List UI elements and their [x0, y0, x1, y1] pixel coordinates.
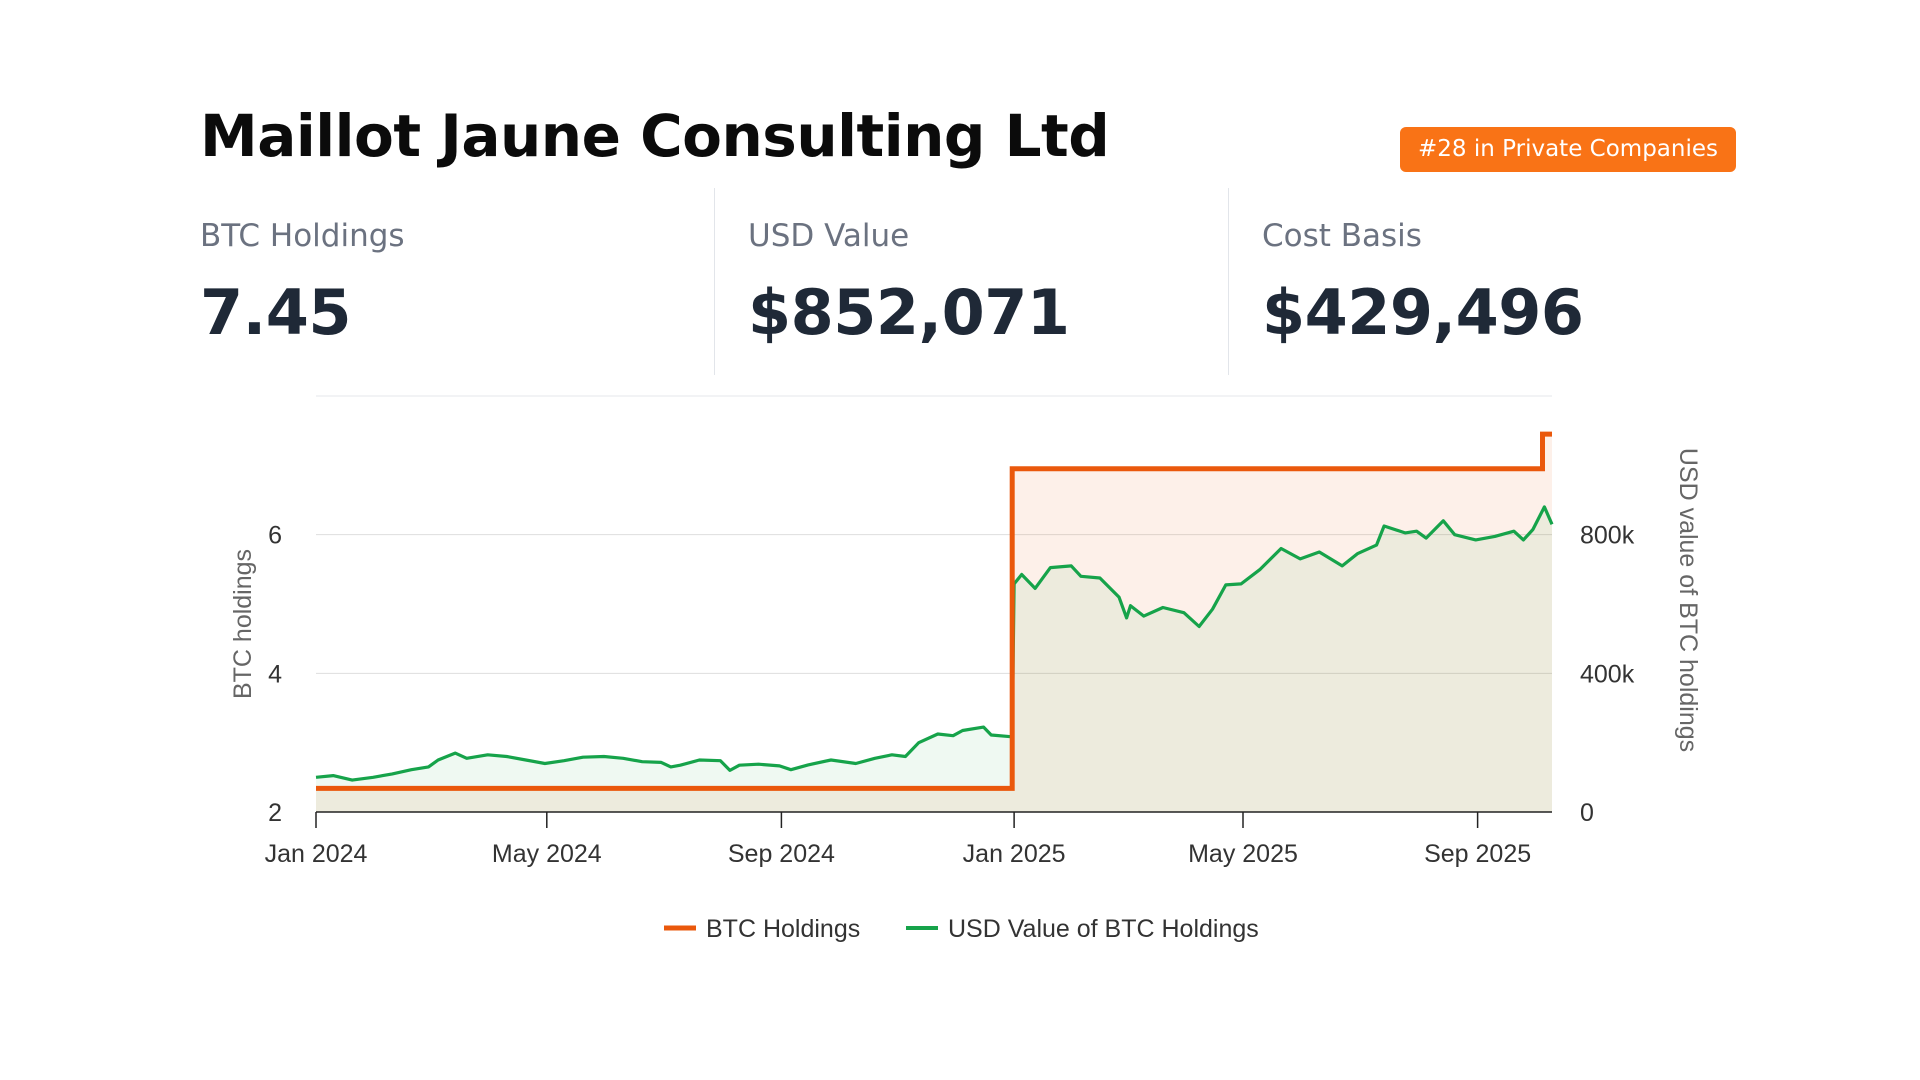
axes: Jan 2024 May 2024 Sep 2024 Jan 2025 May 2025… [229, 448, 1702, 868]
stats-row: BTC Holdings 7.45 USD Value $852,071 Cos… [200, 188, 1740, 375]
usd-value-line [315, 505, 1554, 782]
y-left-tick-label: 2 [268, 799, 282, 827]
stat-value: $852,071 [748, 276, 1070, 349]
stat-label: Cost Basis [1262, 218, 1422, 254]
page-title: Maillot Jaune Consulting Ltd [200, 102, 1110, 170]
x-tick-label: May 2025 [1188, 840, 1298, 868]
y-left-tick-label: 6 [268, 522, 282, 550]
x-tick-label: Sep 2024 [728, 840, 835, 868]
legend-btc-label: BTC Holdings [706, 915, 860, 943]
stat-label: BTC Holdings [200, 218, 405, 254]
y-right-tick-label: 800k [1580, 522, 1635, 550]
stat-value: 7.45 [200, 276, 351, 349]
x-tick-label: May 2024 [492, 840, 602, 868]
x-tick-label: Jan 2025 [963, 840, 1066, 868]
stat-usd-value: USD Value $852,071 [714, 188, 1229, 375]
legend-usd-label: USD Value of BTC Holdings [948, 915, 1259, 943]
y-left-axis-label: BTC holdings [229, 549, 257, 699]
btc-holdings-area [316, 434, 1552, 812]
y-right-tick-label: 0 [1580, 799, 1594, 827]
series-lines [315, 431, 1554, 791]
grid-lines [316, 395, 1552, 674]
x-tick-label: Jan 2024 [265, 840, 368, 868]
stat-value: $429,496 [1262, 276, 1584, 349]
stat-label: USD Value [748, 218, 910, 254]
rank-badge: #28 in Private Companies [1400, 127, 1736, 172]
stat-cost-basis: Cost Basis $429,496 [1228, 188, 1741, 375]
btc-holdings-line [316, 431, 1552, 791]
y-right-axis-label: USD value of BTC holdings [1674, 448, 1702, 752]
usd-value-area [316, 506, 1552, 812]
legend[interactable]: BTC Holdings USD Value of BTC Holdings [664, 915, 1259, 943]
stat-btc-holdings: BTC Holdings 7.45 [200, 188, 714, 375]
x-tick-label: Sep 2025 [1424, 840, 1531, 868]
y-right-tick-label: 400k [1580, 660, 1635, 688]
y-left-tick-label: 4 [268, 660, 282, 688]
